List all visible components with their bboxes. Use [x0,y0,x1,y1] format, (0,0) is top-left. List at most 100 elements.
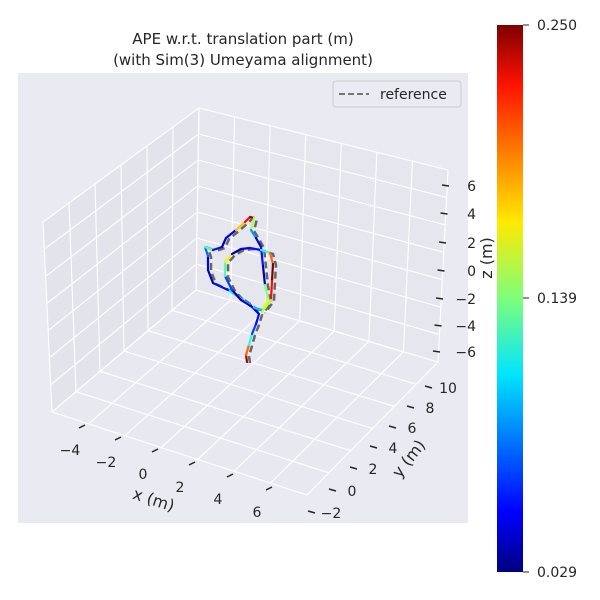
grid-line [88,299,231,425]
grid-line [146,145,149,331]
y-tick-label: 8 [426,401,435,417]
grid-line [68,202,77,392]
z-tick-mark [434,324,442,327]
z-tick-label: 6 [467,179,476,195]
left-pane [43,108,199,412]
z-tick-label: −2 [455,292,476,308]
grid-line [437,169,449,363]
y-tick-mark [349,466,358,470]
y-tick-label: 2 [369,462,378,478]
grid-line [123,350,373,430]
y-tick-label: 0 [348,484,357,500]
grid-line [230,116,236,301]
y-tick-label: 4 [389,441,398,457]
z-tick-label: 2 [467,236,476,252]
trajectory-segment [234,220,247,232]
grid-line [270,351,404,484]
trajectory-segment [259,248,272,255]
trajectory-segment [250,322,258,336]
grid-line [42,107,200,223]
x-tick-mark [78,424,86,429]
grid-line [43,133,199,250]
grid-line [120,164,125,352]
x-tick-label: 6 [253,505,262,521]
trajectory-segment [211,281,230,292]
trajectory-segment [220,236,228,249]
grid-line [333,143,342,332]
x-tick-label: 4 [214,492,223,508]
grid-line [147,330,395,407]
z-tick-label: 0 [467,264,476,280]
grid-line [197,330,335,460]
legend: reference [332,80,462,108]
trajectory-segment [244,353,249,364]
z-tick-label: −6 [455,345,476,361]
grid-line [45,159,199,277]
grid-line [51,289,197,413]
grid-line [50,263,197,386]
grid-line [195,289,439,363]
grid-line [49,237,198,359]
x-tick-mark [265,486,273,491]
colorbar-tick-min: 0.029 [537,565,577,581]
y-tick-mark [406,405,415,409]
grid-line [197,185,444,253]
x-tick-mark [226,473,234,478]
trajectory-segment [249,216,256,232]
y-tick-mark [328,488,337,492]
estimated-trajectory [203,215,275,364]
colorbar [497,25,523,572]
trajectory-segment [249,228,258,240]
trajectory-segment [254,236,263,249]
z-tick-label: 4 [467,207,476,223]
grid-line [299,134,307,321]
grid-line [368,152,378,342]
grid-line [160,320,301,448]
grid-line [99,370,351,452]
y-tick-label: −2 [321,506,342,522]
grid-line [198,133,447,198]
grid-line [46,185,199,304]
trajectory-segment [243,215,252,224]
grid-line [195,107,200,291]
chart-subtitle: (with Sim(3) Umeyama alignment) [113,51,373,69]
grid-line [171,126,174,311]
trajectory-segment [223,252,234,264]
grid-line [233,341,370,472]
grid-line [94,183,101,372]
grid-line [198,159,446,226]
right-pane [196,108,448,362]
axes-panes [43,108,448,495]
x-tick-mark [151,448,159,453]
x-tick-mark [114,436,122,441]
grid-line [198,107,449,171]
chart-title: APE w.r.t. translation part (m) [132,30,353,48]
trajectory-segment [269,279,274,302]
y-tick-mark [369,445,378,449]
z-tick-mark [437,269,445,272]
trajectory-segment [270,262,275,283]
z-axis-label: z (m) [477,237,496,279]
trajectory-segment [230,288,243,302]
trajectory-segment [247,332,254,347]
trajectory-segment [248,246,263,252]
colorbar-tick-mid: 0.139 [537,291,577,307]
z-tick-mark [432,350,441,353]
trajectory-segment [260,298,273,314]
trajectory-segment [224,228,238,240]
x-tick-mark [188,461,196,466]
grid-line [196,237,442,308]
z-tick-label: −4 [455,319,476,335]
trajectory-segment [268,251,275,266]
colorbar-ticks: 0.250 0.139 0.029 [523,18,577,581]
z-tick-mark [441,184,450,187]
grid-lines [42,107,449,496]
grid-line [124,310,266,437]
y-tick-label: 10 [439,381,457,397]
grid-line [51,411,308,496]
z-tick-mark [435,297,444,300]
grid-line [197,211,443,281]
trajectory-segment [230,247,243,256]
